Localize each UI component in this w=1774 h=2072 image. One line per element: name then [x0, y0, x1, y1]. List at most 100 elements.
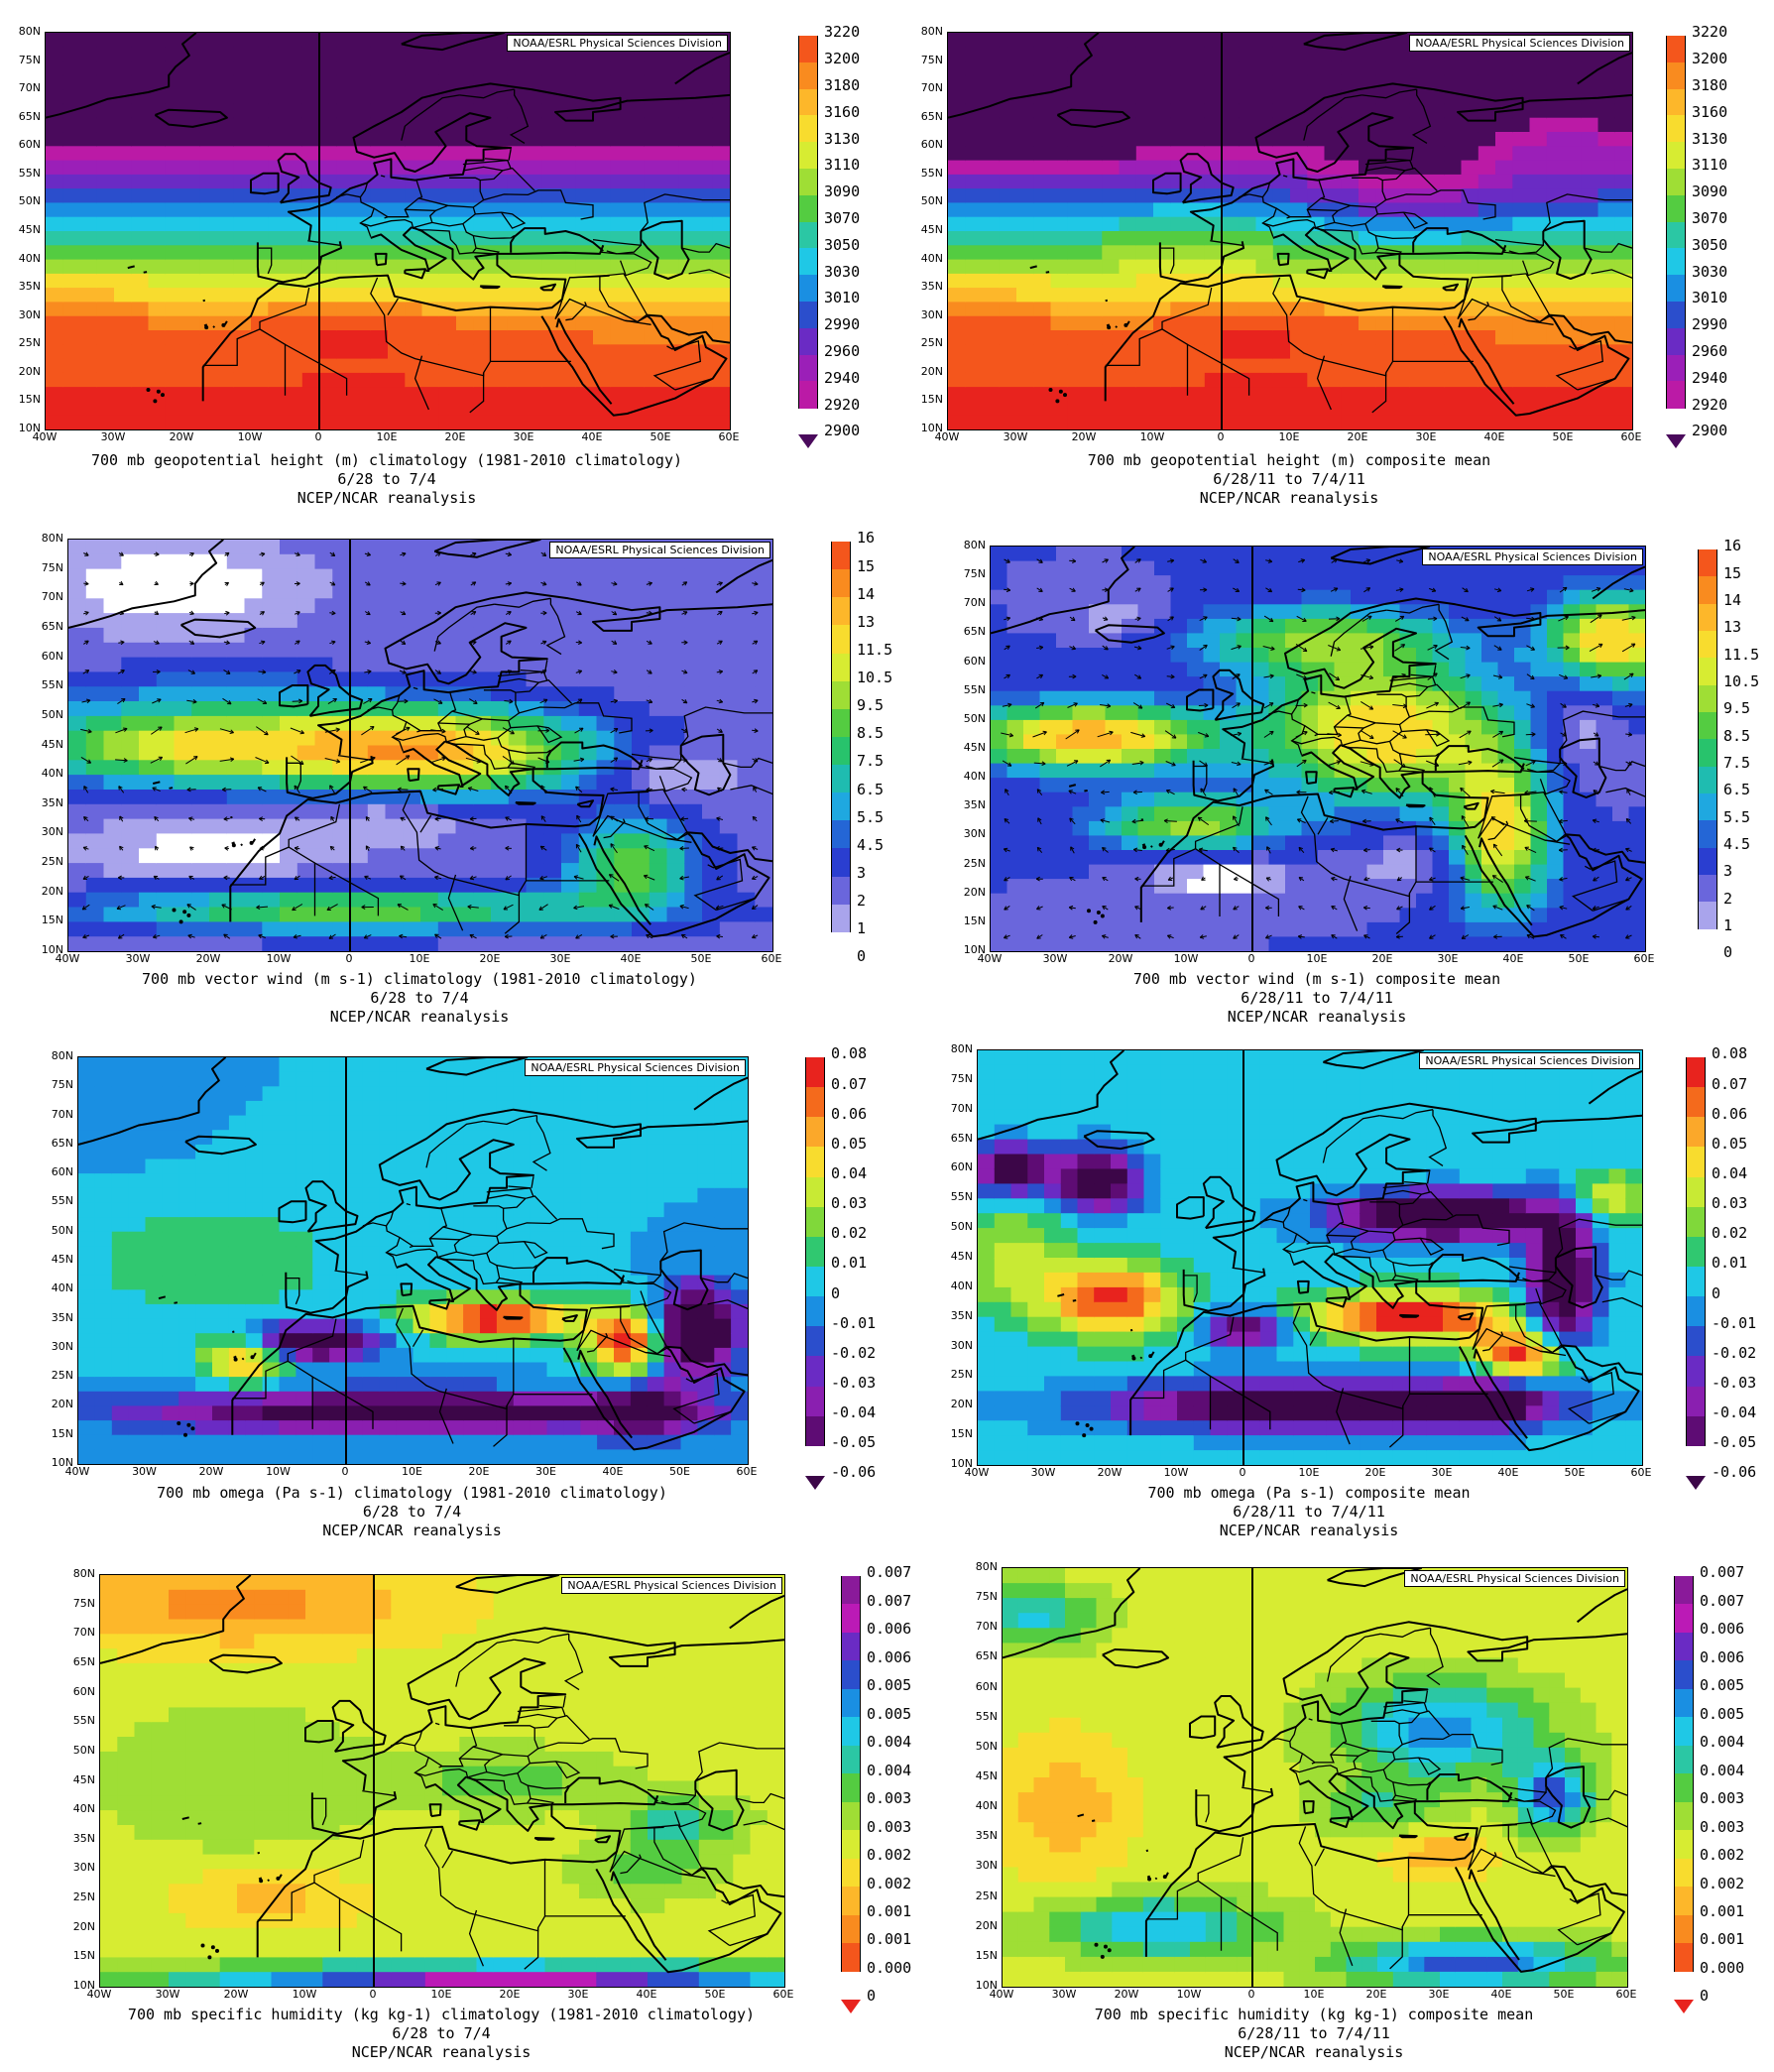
lat-tick-label: 40N: [963, 770, 986, 784]
lat-tick-label: 35N: [950, 1308, 973, 1322]
colorbar: 3220 3200 3180 3160 3130 3110 3090 3070 3050 3030…: [1666, 22, 1755, 448]
lat-tick-label: 35N: [51, 1310, 73, 1324]
colorbar-label: 13: [1723, 618, 1742, 637]
lat-tick-label: 10N: [41, 943, 63, 956]
colorbar-swatch: [841, 1887, 861, 1916]
lon-tick-label: 0: [369, 1988, 377, 2001]
colorbar-label: -0.06: [1712, 1463, 1757, 1482]
colorbar-label: 2920: [1692, 395, 1728, 414]
lat-tick-label: 80N: [950, 1042, 973, 1055]
colorbar-label: 3110: [824, 156, 861, 175]
lat-tick-label: 40N: [920, 251, 943, 265]
lat-tick-label: 70N: [975, 1620, 998, 1634]
colorbar-label: 3200: [1692, 50, 1728, 68]
lat-tick-label: 35N: [920, 280, 943, 294]
colorbar-label: 10.5: [1723, 672, 1760, 691]
lat-tick-label: 80N: [18, 25, 41, 38]
colorbar-swatch: [831, 792, 851, 821]
colorbar-label: 2920: [824, 395, 861, 414]
colorbar-label: 8.5: [857, 724, 885, 743]
map-area: NOAA/ESRL Physical Sciences Division: [45, 32, 731, 430]
lon-tick-label: 30W: [100, 430, 126, 443]
lat-tick-label: 50N: [18, 194, 41, 208]
coastlines: [978, 1050, 1642, 1452]
wind-vectors: [80, 551, 759, 939]
lon-tick-label: 40E: [1497, 1466, 1519, 1479]
colorbar-swatch: [1686, 1296, 1706, 1327]
lon-tick-label: 30W: [1030, 1466, 1056, 1479]
lat-tick-label: 15N: [18, 393, 41, 407]
lat-tick-label: 55N: [41, 678, 63, 692]
colorbar-swatch: [1674, 1943, 1694, 1973]
map-area: NOAA/ESRL Physical Sciences Division: [67, 539, 773, 952]
colorbar-label: 0: [1723, 943, 1733, 962]
lon-tick-label: 10W: [1176, 1988, 1202, 2001]
colorbar-label: 3200: [824, 50, 861, 68]
colorbar-label: 3030: [824, 262, 861, 281]
lon-tick-label: 60E: [1620, 430, 1642, 443]
colorbar-swatch: [1666, 354, 1686, 382]
colorbar-swatch: [798, 88, 818, 116]
lon-tick-label: 40W: [964, 1466, 990, 1479]
colorbar-swatch: [841, 1717, 861, 1747]
colorbar-label: 3050: [824, 235, 861, 254]
lat-tick-label: 55N: [963, 682, 986, 696]
lat-tick-label: 60N: [72, 1684, 95, 1698]
colorbar-swatch: [1666, 115, 1686, 143]
country-borders: [1105, 88, 1632, 414]
lat-tick-label: 70N: [18, 81, 41, 95]
colorbar-swatch: [805, 1206, 825, 1238]
colorbar-label: 2940: [824, 368, 861, 387]
colorbar-swatch: [798, 302, 818, 329]
lon-tick-label: 40E: [1483, 430, 1505, 443]
country-borders: [1145, 1627, 1627, 1970]
colorbar-swatch: [1698, 956, 1717, 970]
lat-tick-label: 10N: [920, 422, 943, 434]
lon-tick-label: 10E: [1303, 1988, 1325, 2001]
colorbar-label: 0.006: [1700, 1647, 1745, 1666]
lon-tick-label: 10W: [237, 430, 263, 443]
lat-tick-label: 50N: [51, 1223, 73, 1237]
colorbar-swatch: [1674, 1717, 1694, 1747]
lon-tick-label: 30W: [1003, 430, 1028, 443]
colorbar-label: 3070: [1692, 209, 1728, 227]
colorbar-swatch: [1686, 1386, 1706, 1417]
colorbar-label: 0.03: [831, 1194, 868, 1213]
lon-tick-label: 20W: [1108, 952, 1133, 965]
colorbar-label: 3220: [1692, 23, 1728, 42]
map-area: NOAA/ESRL Physical Sciences Division: [947, 32, 1633, 430]
colorbar-label: 0.002: [1700, 1874, 1745, 1892]
lon-tick-label: 40W: [934, 430, 960, 443]
lat-tick-label: 65N: [18, 109, 41, 123]
lat-tick-label: 65N: [920, 109, 943, 123]
map-area: NOAA/ESRL Physical Sciences Division: [990, 546, 1646, 952]
colorbar-label: 3070: [824, 209, 861, 227]
colorbar-label: 3050: [1692, 235, 1728, 254]
panel-caption: 700 mb specific humidity (kg kg-1) compo…: [962, 2006, 1666, 2062]
colorbar-swatch: [841, 1801, 861, 1831]
colorbar-label: 0: [1712, 1283, 1721, 1302]
colorbar-label: 0.001: [1700, 1930, 1745, 1949]
lon-tick-label: 30W: [125, 952, 151, 965]
lat-tick-label: 60N: [950, 1160, 973, 1174]
colorbar-label: 0: [857, 947, 867, 966]
lat-tick-label: 50N: [72, 1743, 95, 1757]
lon-tick-label: 20E: [1371, 952, 1393, 965]
lat-tick-label: 60N: [963, 654, 986, 668]
colorbar-swatch: [798, 248, 818, 276]
lat-tick-label: 20N: [41, 884, 63, 898]
colorbar-swatch: [841, 1943, 861, 1973]
colorbar-swatch: [1666, 302, 1686, 329]
caption-line: NCEP/NCAR reanalysis: [351, 2043, 532, 2061]
lon-tick-label: 10W: [1173, 952, 1199, 965]
colorbar-label: 0.007: [1700, 1563, 1745, 1582]
lat-tick-label: 60N: [920, 138, 943, 152]
lon-tick-label: 40E: [1490, 1988, 1512, 2001]
lon-tick-label: 40E: [636, 1988, 657, 2001]
colorbar-label: 0.004: [867, 1761, 912, 1779]
colorbar-label: 3180: [1692, 76, 1728, 94]
colorbar-label: 4.5: [1723, 835, 1751, 854]
colorbar-label: 0.006: [867, 1647, 912, 1666]
lat-tick-label: 70N: [963, 596, 986, 610]
colorbar-label: 0.004: [1700, 1761, 1745, 1779]
